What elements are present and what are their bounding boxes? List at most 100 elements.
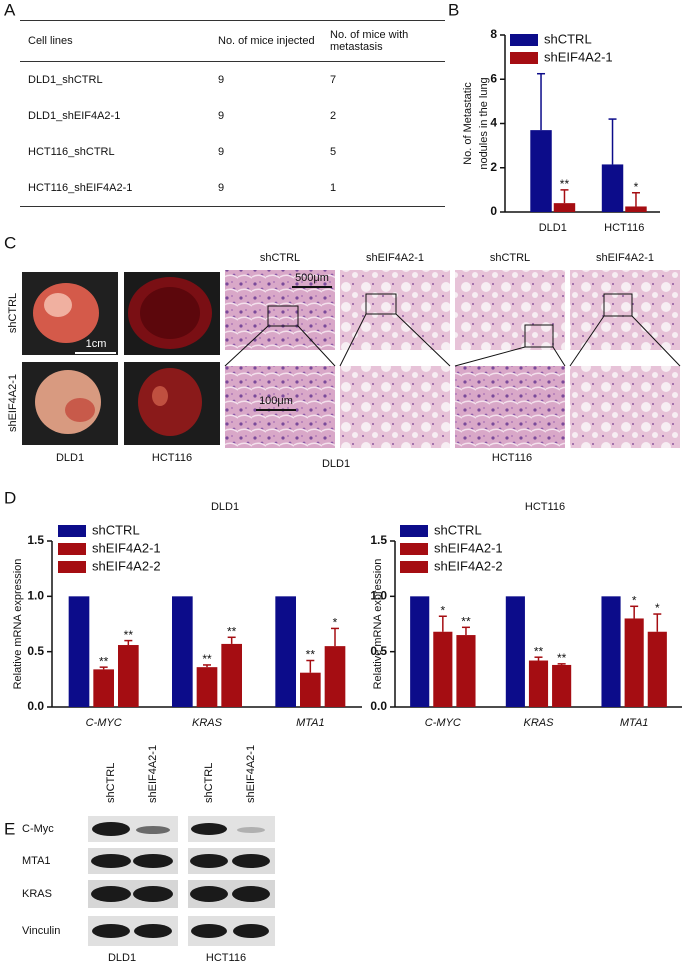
table-cell: HCT116_shCTRL xyxy=(28,146,115,158)
bar xyxy=(275,596,296,707)
legend-swatch xyxy=(400,561,428,573)
table-cell: 9 xyxy=(218,182,225,194)
panel-label: D xyxy=(4,488,16,507)
x-tick-label: DLD1 xyxy=(539,222,567,234)
y-tick-label: 1.5 xyxy=(27,533,44,547)
x-tick-label: C-MYC xyxy=(86,717,122,729)
legend-swatch xyxy=(510,52,538,64)
y-axis-label: No. of Metastatic xyxy=(462,82,474,165)
scale-label: 1cm xyxy=(86,338,107,350)
column-label: shCTRL xyxy=(260,252,300,264)
y-tick-label: 0.0 xyxy=(370,699,387,713)
photo-label: DLD1 xyxy=(56,452,84,464)
group-label: DLD1 xyxy=(322,458,350,470)
significance: ** xyxy=(202,652,212,666)
y-tick-label: 2 xyxy=(490,160,497,174)
legend-label: shCTRL xyxy=(92,522,140,537)
column-label: shEIF4A2-1 xyxy=(596,252,654,264)
bar xyxy=(324,646,346,707)
bar xyxy=(196,667,218,707)
error-bar xyxy=(537,72,546,131)
table-row: DLD1_shEIF4A2-1 9 2 xyxy=(20,98,445,134)
bar xyxy=(456,635,476,707)
significance: ** xyxy=(227,624,237,638)
lane-label: shCTRL xyxy=(203,763,215,803)
y-axis-label: Relative mRNA expression xyxy=(12,559,24,690)
legend-swatch xyxy=(400,525,428,537)
error-bar xyxy=(438,615,447,632)
error-bar xyxy=(306,659,315,673)
protein-label: MTA1 xyxy=(22,855,51,867)
scale-label: 500μm xyxy=(295,272,329,284)
significance: * xyxy=(634,180,639,194)
significance: ** xyxy=(557,651,567,665)
group-label: HCT116 xyxy=(492,452,532,464)
error-bar xyxy=(630,605,639,619)
chart-title: DLD1 xyxy=(211,501,239,513)
bar xyxy=(118,645,139,707)
table-cell: 9 xyxy=(218,146,225,158)
error-bar xyxy=(203,664,211,668)
histology xyxy=(224,270,681,448)
table-cell: DLD1_shCTRL xyxy=(28,74,103,86)
cell-line-label: HCT116 xyxy=(206,952,246,964)
y-tick-label: 1.0 xyxy=(370,589,387,603)
table: Cell lines No. of mice injected No. of mic… xyxy=(20,20,445,207)
bar xyxy=(647,631,667,707)
table-row: HCT116_shEIF4A2-1 9 1 xyxy=(20,170,445,206)
bar xyxy=(530,130,552,212)
bar xyxy=(300,672,321,707)
error-bar xyxy=(124,639,133,646)
y-tick-label: 4 xyxy=(490,116,497,130)
table-cell: 1 xyxy=(330,182,337,194)
error-bar xyxy=(631,192,640,207)
x-tick-label: KRAS xyxy=(524,717,555,729)
legend-label: shEIF4A2-1 xyxy=(92,540,161,555)
y-tick-label: 0 xyxy=(490,204,497,218)
photo-label: HCT116 xyxy=(152,452,192,464)
bar xyxy=(601,596,621,707)
y-tick-label: 0.5 xyxy=(27,644,44,658)
error-bar xyxy=(461,626,470,636)
x-tick-label: KRAS xyxy=(192,717,223,729)
error-bar xyxy=(653,613,662,632)
error-bar xyxy=(534,656,543,661)
chart-title: HCT116 xyxy=(525,501,565,513)
legend-label: shEIF4A2-2 xyxy=(434,558,503,573)
x-tick-label: C-MYC xyxy=(425,717,461,729)
y-axis-label: Relative mRNA expression xyxy=(372,559,384,690)
error-bar xyxy=(608,118,617,165)
column-label: shCTRL xyxy=(490,252,530,264)
significance: * xyxy=(333,616,338,630)
protein-label: C-Myc xyxy=(22,823,54,835)
error-bar xyxy=(99,666,108,670)
panel-label: C xyxy=(4,233,16,252)
bar xyxy=(553,203,576,212)
bar xyxy=(172,596,193,707)
bar xyxy=(433,631,453,707)
legend-label: shCTRL xyxy=(544,31,592,46)
table-header: Cell lines No. of mice injected No. of mic… xyxy=(20,21,445,62)
column-label: shEIF4A2-1 xyxy=(366,252,424,264)
legend-swatch xyxy=(58,561,86,573)
legend-label: shEIF4A2-1 xyxy=(434,540,503,555)
panel-label: E xyxy=(4,819,15,838)
header-cell: Cell lines xyxy=(28,35,73,47)
bar xyxy=(601,164,624,212)
protein-label: KRAS xyxy=(22,888,52,900)
significance: ** xyxy=(99,654,109,668)
legend-swatch xyxy=(58,525,86,537)
legend-label: shEIF4A2-2 xyxy=(92,558,161,573)
legend-swatch xyxy=(510,34,538,46)
y-tick-label: 0.0 xyxy=(27,699,44,713)
cell-line-label: DLD1 xyxy=(108,952,136,964)
bar xyxy=(93,669,114,707)
bar xyxy=(410,596,430,707)
significance: ** xyxy=(124,628,134,642)
legend-swatch xyxy=(400,543,428,555)
significance: * xyxy=(632,593,637,607)
significance: * xyxy=(440,603,445,617)
lane-label: shCTRL xyxy=(105,763,117,803)
header-cell: No. of mice with metastasis xyxy=(330,29,409,53)
scale-label: 100μm xyxy=(259,395,293,407)
